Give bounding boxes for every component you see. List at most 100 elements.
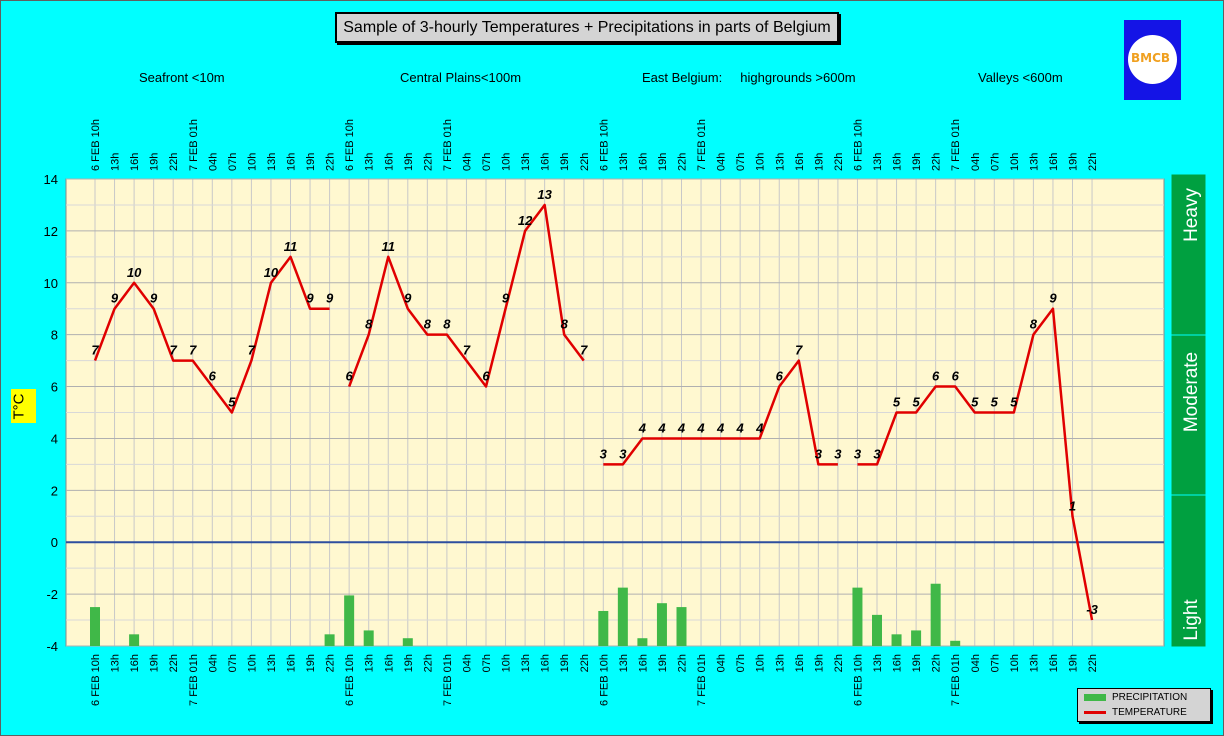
chart-title: Sample of 3-hourly Temperatures + Precip… (335, 12, 839, 43)
temperature-data-label: 3 (815, 446, 823, 461)
x-tick-label-top: 10h (246, 153, 258, 171)
x-tick-label-bottom: 19h (1068, 654, 1080, 672)
x-tick-label-top: 22h (168, 153, 180, 171)
temperature-data-label: 8 (365, 317, 373, 332)
region-label-east-belgium: East Belgium: highgrounds >600m (642, 70, 856, 85)
precipitation-bar (911, 630, 922, 646)
x-tick-label-top: 13h (774, 153, 786, 171)
y-tick-label: 10 (44, 276, 58, 291)
x-tick-label-top: 07h (227, 153, 239, 171)
x-tick-label-bottom: 10h (1009, 654, 1021, 672)
temperature-data-label: 6 (932, 369, 940, 384)
bmcb-logo: BMCB (1124, 20, 1181, 100)
x-axis-bottom-labels: 6 FEB 10h 13h 16h 19h 22h 7 FEB 01h 04h 07h 10h 1… (90, 654, 1099, 706)
precipitation-bars (90, 583, 961, 646)
x-tick-label-bottom: 04h (970, 654, 982, 672)
x-tick-label-top: 19h (305, 153, 317, 171)
x-tick-label-top: 13h (266, 153, 278, 171)
temperature-data-label: 6 (209, 369, 217, 384)
x-tick-label-bottom: 16h (286, 654, 298, 672)
x-tick-label-top: 7 FEB 01h (696, 119, 708, 171)
x-tick-label-bottom: 19h (149, 654, 161, 672)
x-tick-label-top: 07h (481, 153, 493, 171)
y-tick-label: -2 (46, 587, 58, 602)
x-tick-label-bottom: 22h (677, 654, 689, 672)
temperature-data-label: 5 (893, 395, 901, 410)
x-tick-label-bottom: 6 FEB 10h (344, 654, 356, 706)
precipitation-bar (324, 634, 335, 646)
x-tick-label-bottom: 13h (1028, 654, 1040, 672)
region-label-valleys: Valleys <600m (978, 70, 1063, 85)
x-tick-label-top: 16h (892, 153, 904, 171)
x-tick-label-top: 13h (110, 153, 122, 171)
x-tick-label-bottom: 10h (501, 654, 513, 672)
precipitation-bar (90, 607, 100, 646)
legend-swatch-precipitation (1084, 694, 1106, 701)
x-tick-label-top: 6 FEB 10h (344, 119, 356, 171)
intensity-heavy-label: Heavy (1181, 188, 1202, 242)
x-tick-label-bottom: 22h (422, 654, 434, 672)
x-tick-label-top: 13h (872, 153, 884, 171)
x-tick-label-bottom: 19h (305, 654, 317, 672)
x-tick-label-top: 10h (501, 153, 513, 171)
intensity-light-label: Light (1181, 599, 1202, 641)
temperature-data-label: 4 (755, 420, 764, 435)
temperature-data-label: 10 (127, 265, 142, 280)
x-tick-label-bottom: 07h (227, 654, 239, 672)
legend-label-precipitation: PRECIPITATION (1112, 692, 1188, 703)
x-tick-label-bottom: 7 FEB 01h (696, 654, 708, 706)
x-tick-label-top: 16h (286, 153, 298, 171)
x-tick-label-top: 13h (1028, 153, 1040, 171)
x-tick-label-bottom: 16h (383, 654, 395, 672)
temperature-data-label: 8 (561, 317, 569, 332)
temperature-data-label: 6 (346, 369, 354, 384)
temperature-data-label: 4 (638, 420, 647, 435)
precipitation-bar (363, 630, 374, 646)
x-tick-label-bottom: 13h (774, 654, 786, 672)
precipitation-bar (402, 638, 413, 646)
region-label-central-plains: Central Plains<100m (400, 70, 522, 85)
x-tick-label-bottom: 7 FEB 01h (442, 654, 454, 706)
temperature-data-label: 3 (873, 446, 881, 461)
temperature-data-label: 9 (150, 291, 158, 306)
x-tick-label-bottom: 13h (872, 654, 884, 672)
legend-label-temperature: TEMPERATURE (1112, 707, 1187, 718)
x-tick-label-bottom: 7 FEB 01h (950, 654, 962, 706)
x-tick-label-bottom: 07h (989, 654, 1001, 672)
x-tick-label-top: 7 FEB 01h (442, 119, 454, 171)
x-tick-label-bottom: 6 FEB 10h (598, 654, 610, 706)
intensity-bar (1170, 173, 1207, 648)
x-tick-label-top: 22h (1087, 153, 1099, 171)
temperature-data-label: 8 (424, 317, 432, 332)
x-tick-label-top: 22h (677, 153, 689, 171)
temperature-line (93, 255, 330, 414)
temperature-data-label: 7 (248, 343, 256, 358)
temperature-data-label: 7 (580, 343, 588, 358)
temperature-data-label: 5 (1010, 395, 1018, 410)
x-tick-label-top: 16h (383, 153, 395, 171)
x-tick-label-top: 13h (364, 153, 376, 171)
x-tick-label-bottom: 10h (755, 654, 767, 672)
x-tick-label-bottom: 16h (540, 654, 552, 672)
x-tick-label-bottom: 13h (618, 654, 630, 672)
x-axis-top-labels: 6 FEB 10h 13h 16h 19h 22h 7 FEB 01h 04h 07h 10h 1… (90, 119, 1099, 171)
x-tick-label-top: 16h (540, 153, 552, 171)
x-tick-label-top: 19h (1068, 153, 1080, 171)
x-tick-label-bottom: 22h (579, 654, 591, 672)
x-tick-label-top: 16h (1048, 153, 1060, 171)
temperature-data-label: 7 (91, 343, 99, 358)
x-tick-label-top: 19h (149, 153, 161, 171)
precipitation-bar (617, 587, 628, 646)
temperature-data-label: 4 (736, 420, 745, 435)
temperature-data-label: 4 (716, 420, 725, 435)
logo-text: BMCB (1131, 51, 1171, 65)
temperature-data-label: 3 (834, 446, 842, 461)
x-tick-label-bottom: 6 FEB 10h (90, 654, 102, 706)
x-tick-label-top: 22h (931, 153, 943, 171)
intensity-moderate-label: Moderate (1181, 352, 1202, 432)
temperature-data-label: 8 (1030, 317, 1038, 332)
x-tick-label-bottom: 04h (207, 654, 219, 672)
temperature-lines (93, 203, 1094, 621)
x-tick-label-top: 07h (735, 153, 747, 171)
temperature-line (857, 307, 1094, 621)
